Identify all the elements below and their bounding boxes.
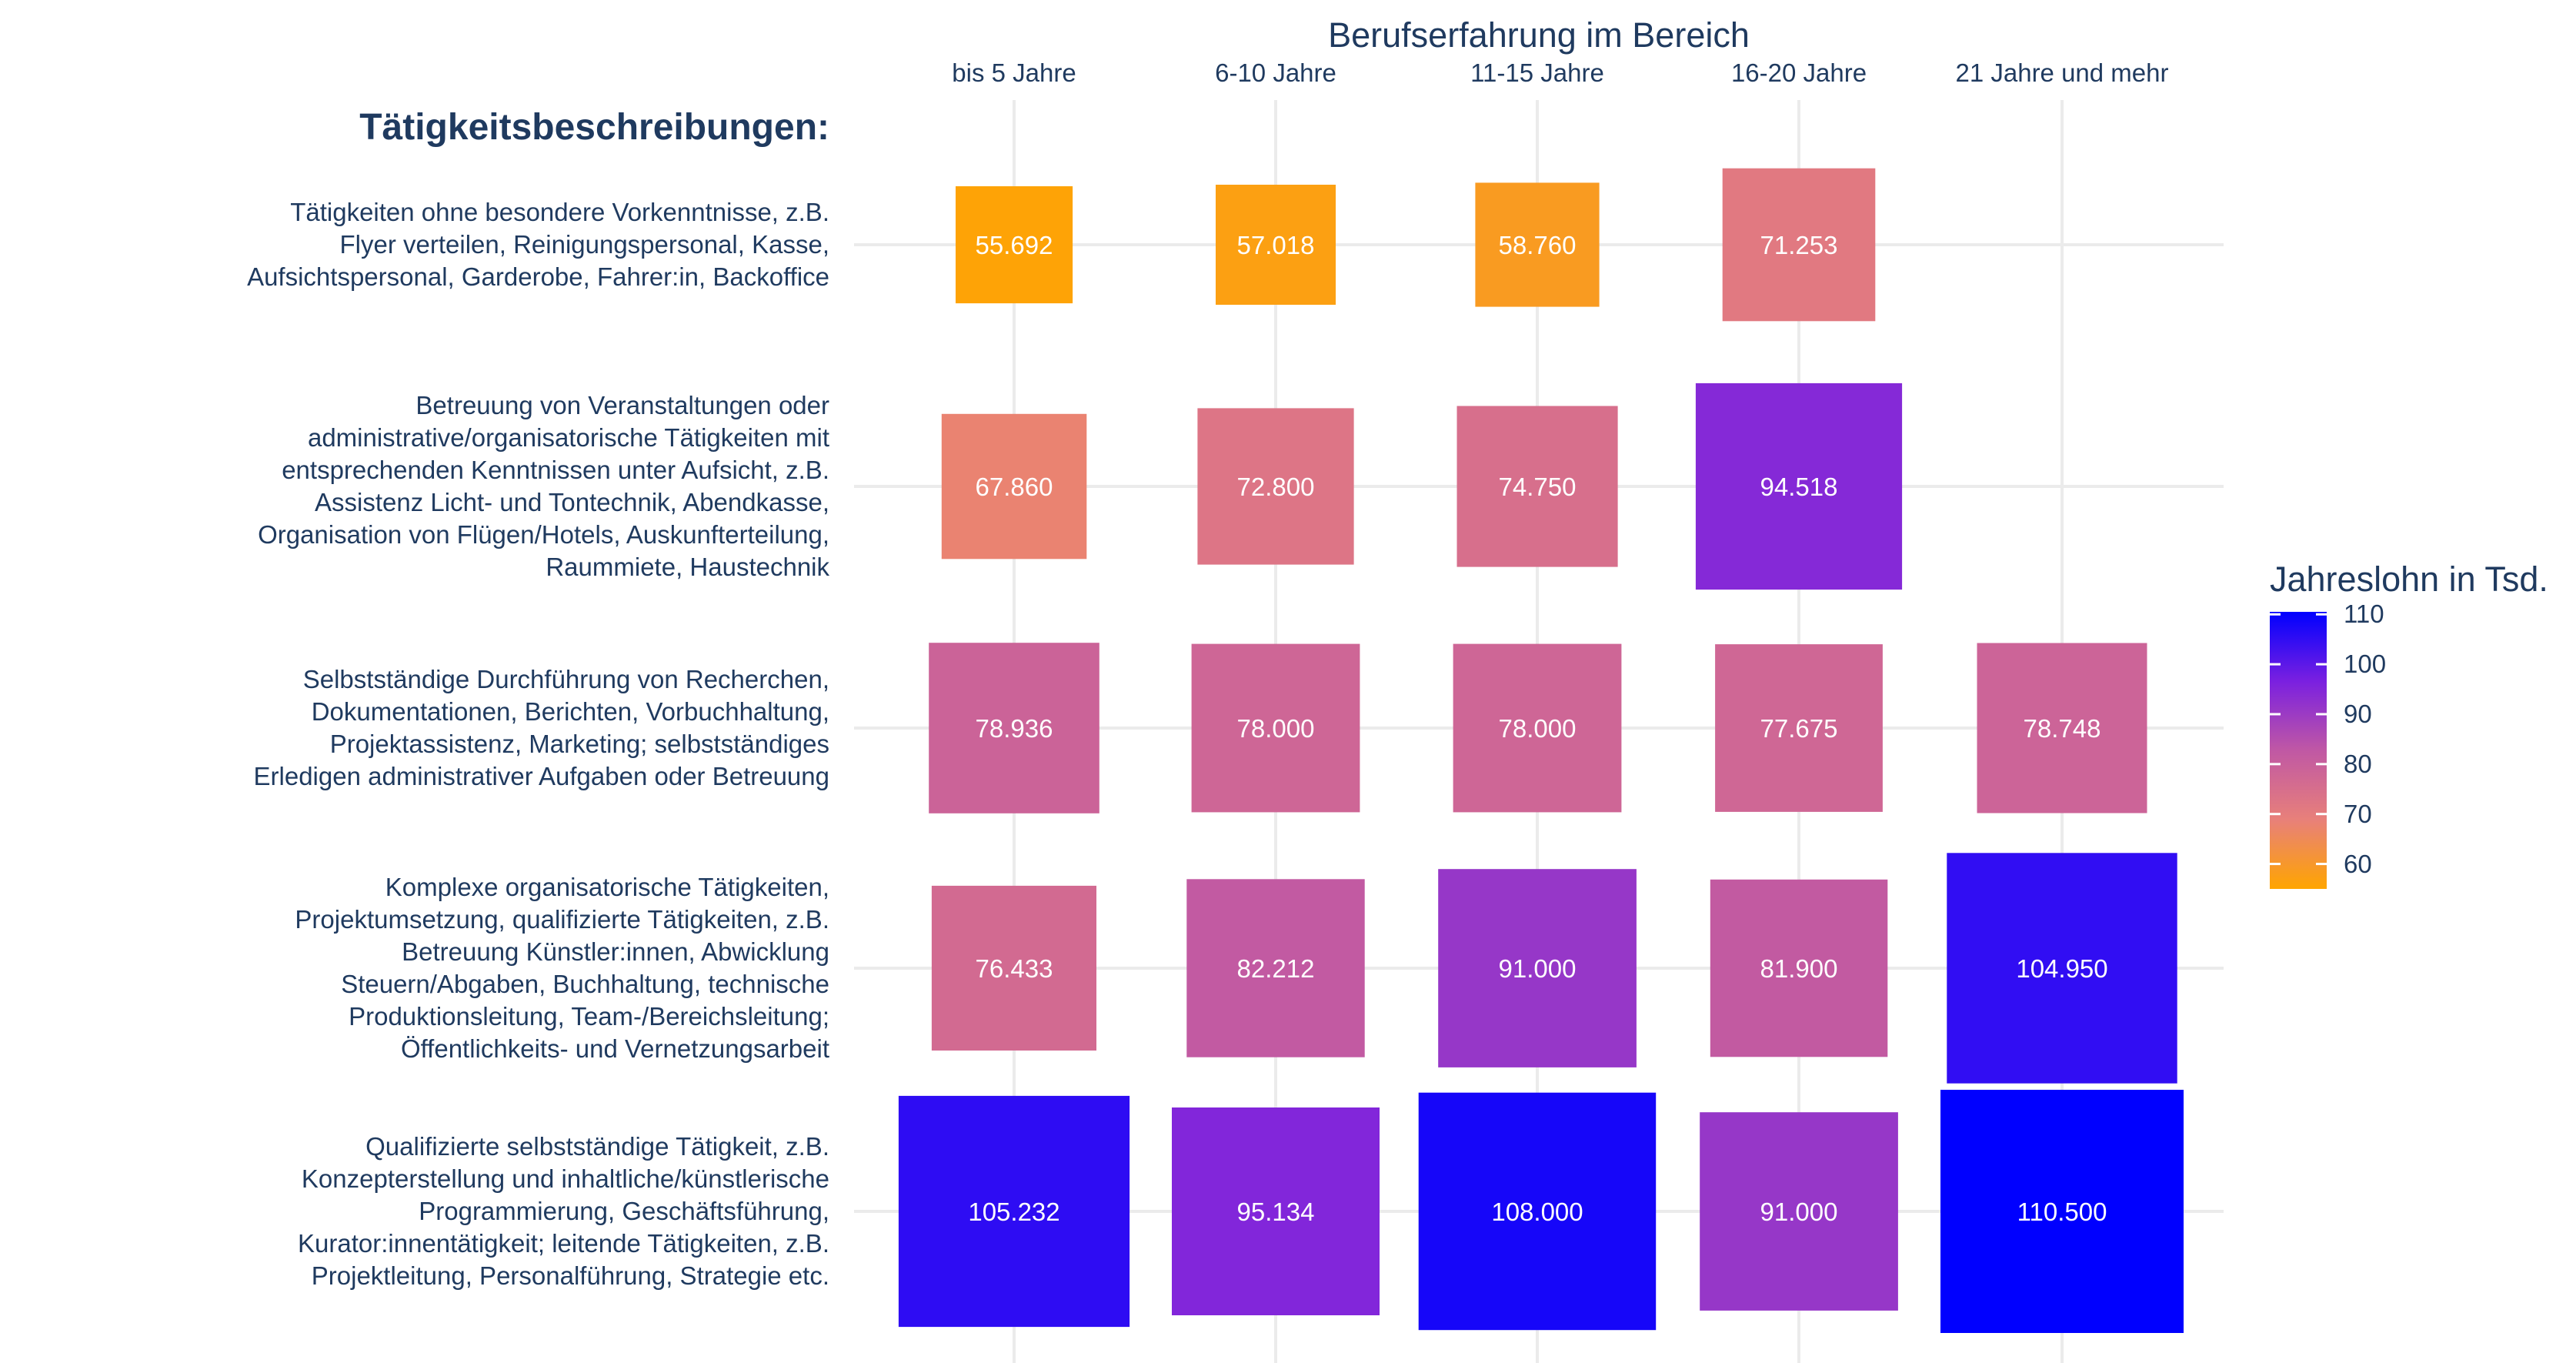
row-label-line: Programmierung, Geschäftsführung, xyxy=(419,1197,829,1225)
row-label: Qualifizierte selbstständige Tätigkeit, … xyxy=(137,1131,829,1292)
heatmap-tile xyxy=(956,186,1073,304)
column-label: 6-10 Jahre xyxy=(1215,58,1336,87)
heatmap-tile xyxy=(1700,1112,1898,1311)
tile-value-label: 55.692 xyxy=(976,231,1053,259)
row-label-line: Steuern/Abgaben, Buchhaltung, technische xyxy=(341,970,829,998)
heatmap-tile xyxy=(1695,383,1903,590)
row-label-line: Projektleitung, Personalführung, Strateg… xyxy=(311,1261,829,1290)
tile-value-label: 74.750 xyxy=(1499,473,1577,501)
heatmap-tile xyxy=(1977,643,2147,813)
tiles: 55.692 57.018 58.760 71.253 67.860 72.800 74.7… xyxy=(898,168,2184,1333)
row-label-line: Projektassistenz, Marketing; selbstständ… xyxy=(329,730,829,758)
tile-value-label: 91.000 xyxy=(1760,1198,1838,1226)
row-label-line: Projektumsetzung, qualifizierte Tätigkei… xyxy=(295,905,829,934)
row-label-line: Betreuung Künstler:innen, Abwicklung xyxy=(402,937,829,966)
heatmap-tile xyxy=(1722,168,1876,322)
row-label-line: Dokumentationen, Berichten, Vorbuchhaltu… xyxy=(311,697,829,726)
tile-value-label: 57.018 xyxy=(1237,231,1315,259)
legend-tick-label: 70 xyxy=(2344,799,2372,828)
column-label: 16-20 Jahre xyxy=(1730,58,1867,87)
heatmap-tile xyxy=(1191,643,1360,813)
row-label: Komplexe organisatorische Tätigkeiten, Pr… xyxy=(137,871,829,1065)
heatmap-tile xyxy=(1947,853,2177,1084)
y-axis-heading: Tätigkeitsbeschreibungen: xyxy=(359,107,829,148)
legend-title: Jahreslohn in Tsd. xyxy=(2270,560,2548,599)
tile-value-label: 82.212 xyxy=(1237,954,1315,983)
legend-tick-label: 100 xyxy=(2344,650,2387,679)
row-label: Betreuung von Veranstaltungen oder admini… xyxy=(137,389,829,583)
heatmap-tile xyxy=(1453,643,1622,813)
x-axis-title: Berufserfahrung im Bereich xyxy=(1328,15,1750,55)
row-label-line: Flyer verteilen, Reinigungspersonal, Kas… xyxy=(339,230,830,259)
row-label-line: Betreuung von Veranstaltungen oder xyxy=(415,391,829,419)
row-label-line: Komplexe organisatorische Tätigkeiten, xyxy=(385,873,829,901)
heatmap-tile xyxy=(941,413,1087,560)
heatmap-tile xyxy=(931,885,1096,1051)
heatmap-tile xyxy=(1172,1107,1380,1315)
tile-value-label: 71.253 xyxy=(1760,231,1838,259)
heatmap-tile xyxy=(1710,879,1888,1057)
row-label: Selbstständige Durchführung von Recherch… xyxy=(137,663,829,793)
row-label-line: Aufsichtspersonal, Garderobe, Fahrer:in,… xyxy=(247,262,829,291)
tile-value-label: 78.000 xyxy=(1499,714,1577,743)
row-label-line: Qualifizierte selbstständige Tätigkeit, … xyxy=(365,1132,829,1161)
tile-value-label: 67.860 xyxy=(976,473,1053,501)
row-label-line: Erledigen administrativer Aufgaben oder … xyxy=(253,762,829,790)
tile-value-label: 76.433 xyxy=(976,954,1053,983)
column-label: 21 Jahre und mehr xyxy=(1955,58,2169,87)
column-label: 11-15 Jahre xyxy=(1470,58,1604,87)
row-label-line: Kurator:innentätigkeit; leitende Tätigke… xyxy=(298,1229,829,1258)
row-label-line: administrative/organisatorische Tätigkei… xyxy=(307,423,829,452)
tile-value-label: 78.748 xyxy=(2024,714,2101,743)
tile-value-label: 91.000 xyxy=(1499,954,1577,983)
legend-tick-label: 80 xyxy=(2344,749,2372,778)
heatmap-tile xyxy=(1940,1090,2184,1333)
heatmap-tile xyxy=(1438,869,1637,1067)
row-label-line: Öffentlichkeits- und Vernetzungsarbeit xyxy=(400,1034,829,1063)
heatmap-tile xyxy=(1216,185,1336,305)
row-label-line: Konzepterstellung und inhaltliche/künstl… xyxy=(301,1164,829,1193)
row-label: Tätigkeiten ohne besondere Vorkenntnisse… xyxy=(137,196,829,293)
heatmap-tile xyxy=(1475,182,1600,307)
heatmap-tile xyxy=(1197,408,1354,565)
legend-tick-label: 90 xyxy=(2344,699,2372,728)
tile-value-label: 81.900 xyxy=(1760,954,1838,983)
row-label-line: Assistenz Licht- und Tontechnik, Abendka… xyxy=(315,488,829,516)
heatmap-tile xyxy=(1457,406,1618,567)
tile-value-label: 78.936 xyxy=(976,714,1053,743)
tile-value-label: 110.500 xyxy=(2017,1198,2107,1226)
legend-tick-label: 110 xyxy=(2344,600,2384,629)
column-label: bis 5 Jahre xyxy=(952,58,1076,87)
tile-value-label: 77.675 xyxy=(1760,714,1838,743)
tile-value-label: 78.000 xyxy=(1237,714,1315,743)
tile-value-label: 94.518 xyxy=(1760,473,1838,501)
row-label-line: Tätigkeiten ohne besondere Vorkenntnisse… xyxy=(290,198,829,226)
heatmap-tile xyxy=(1186,879,1365,1057)
legend-tick-label: 60 xyxy=(2344,849,2372,878)
heatmap-tile xyxy=(898,1095,1130,1328)
row-label-line: entsprechenden Kenntnissen unter Aufsich… xyxy=(282,456,829,484)
tile-value-label: 58.760 xyxy=(1499,231,1577,259)
row-label-line: Selbstständige Durchführung von Recherch… xyxy=(302,665,829,693)
heatmap-tile xyxy=(1418,1092,1657,1331)
tile-value-label: 105.232 xyxy=(968,1198,1059,1226)
row-label-line: Raummiete, Haustechnik xyxy=(546,553,829,581)
tile-value-label: 108.000 xyxy=(1491,1198,1583,1226)
heatmap-tile xyxy=(1715,644,1883,812)
legend-colorbar xyxy=(2270,612,2327,889)
tile-value-label: 104.950 xyxy=(2016,954,2107,983)
heatmap-tile xyxy=(929,643,1099,813)
tile-value-label: 95.134 xyxy=(1237,1198,1315,1226)
row-label-line: Produktionsleitung, Team-/Bereichsleitun… xyxy=(349,1002,829,1031)
tile-value-label: 72.800 xyxy=(1237,473,1315,501)
row-label-line: Organisation von Flügen/Hotels, Auskunft… xyxy=(258,520,829,549)
